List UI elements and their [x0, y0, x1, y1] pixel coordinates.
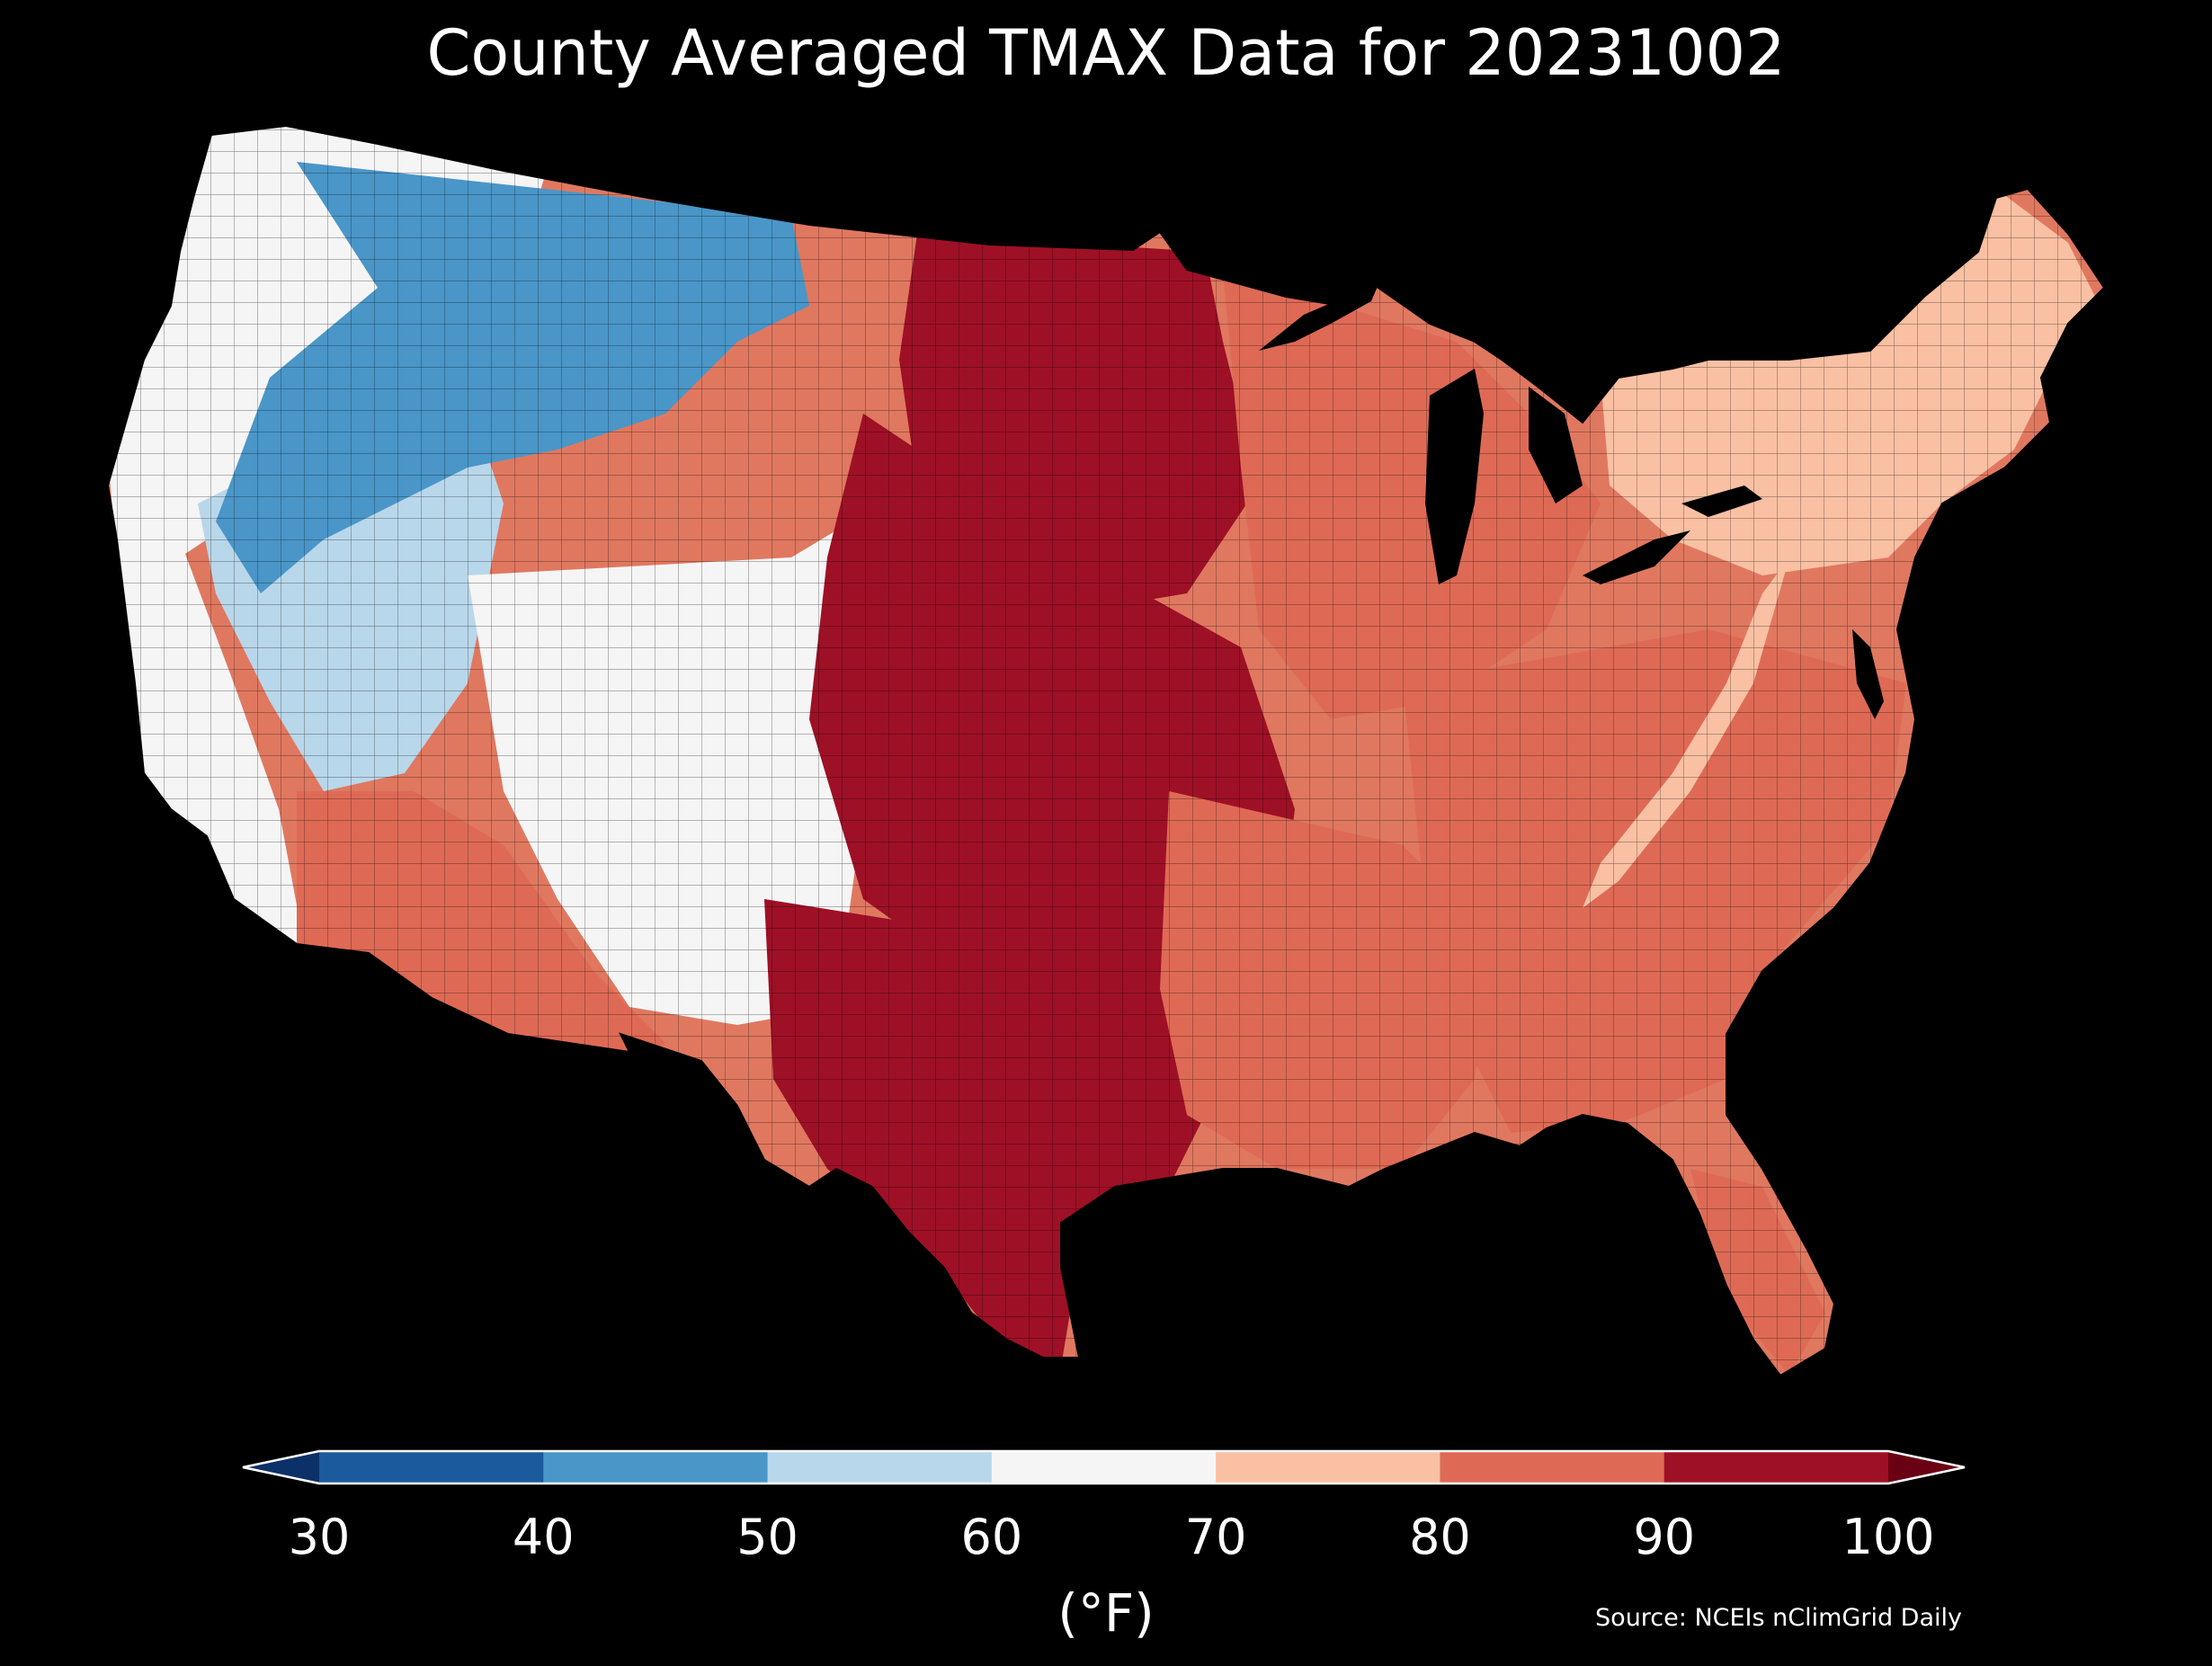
colorbar-tick-label: 50	[736, 1509, 798, 1565]
colorbar-under-arrow	[243, 1451, 319, 1483]
great-lake-ontario	[1681, 486, 1762, 517]
colorbar-tick-label: 60	[960, 1509, 1023, 1565]
colorbar-outline	[242, 1449, 1966, 1485]
colorbar-segment	[767, 1451, 993, 1483]
colorbar-unit-label: (°F)	[1057, 1582, 1155, 1644]
colorbar-segment	[319, 1451, 544, 1483]
source-credit: Source: NCEIs nClimGrid Daily	[1595, 1604, 1962, 1632]
map-title: County Averaged TMAX Data for 20231002	[426, 16, 1786, 90]
colorbar-tick-label: 70	[1184, 1509, 1247, 1565]
colorbar-segment	[1440, 1451, 1665, 1483]
great-lake-superior	[1259, 270, 1385, 351]
colorbar-segment	[1663, 1451, 1889, 1483]
great-lake-michigan	[1425, 369, 1484, 584]
great-lake-erie	[1583, 530, 1690, 584]
chesapeake-bay	[1852, 629, 1884, 719]
colorbar-segment	[991, 1451, 1217, 1483]
colorbar-tick-label: 100	[1842, 1509, 1935, 1565]
us-outline	[106, 124, 2106, 1377]
colorbar-over-arrow	[1888, 1451, 1965, 1483]
colorbar-segment	[1216, 1451, 1440, 1483]
colorbar-tick-label: 90	[1633, 1509, 1696, 1565]
colorbar-tick-label: 30	[288, 1509, 351, 1565]
colorbar-tick-label: 80	[1409, 1509, 1471, 1565]
great-lake-huron	[1529, 387, 1583, 503]
colorbar-tick-label: 40	[512, 1509, 575, 1565]
colorbar-segment	[543, 1451, 769, 1483]
